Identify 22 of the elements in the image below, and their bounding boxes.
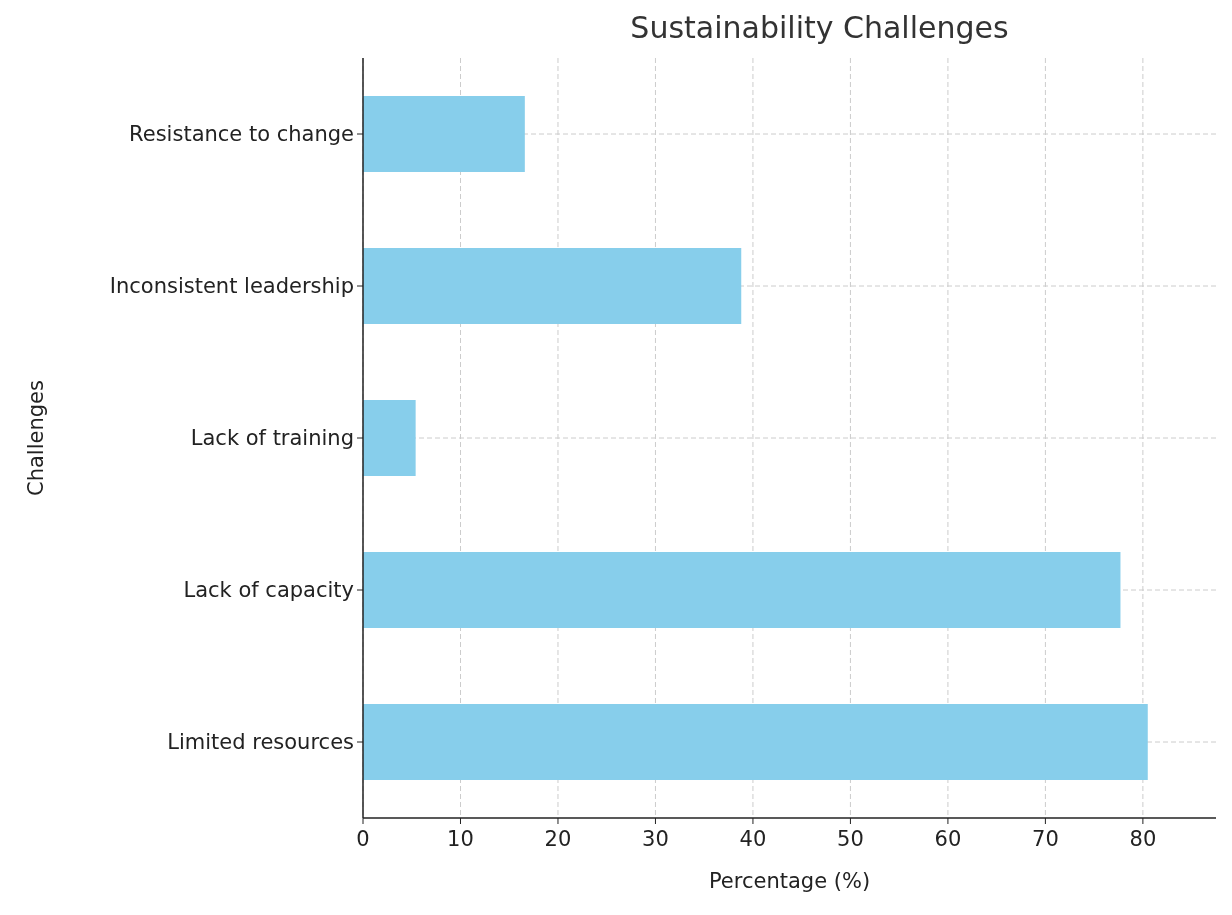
- bar: [363, 400, 416, 476]
- y-tick-label: Lack of training: [190, 426, 354, 451]
- x-tick-label: 10: [447, 827, 474, 851]
- x-tick-label: 30: [642, 827, 669, 851]
- x-axis-title: Percentage (%): [708, 869, 871, 893]
- x-tick-label: 50: [837, 827, 864, 851]
- y-tick-label: Resistance to change: [129, 122, 354, 147]
- y-tick-label: Inconsistent leadership: [109, 274, 354, 299]
- x-tick-label: 20: [544, 827, 572, 851]
- x-tick-label: 80: [1129, 827, 1157, 851]
- bar: [363, 96, 525, 172]
- y-axis-title: Challenges: [24, 380, 48, 496]
- bar: [363, 552, 1121, 628]
- x-tick-label: 70: [1032, 827, 1059, 851]
- x-tick-label: 40: [739, 827, 767, 851]
- bar: [363, 704, 1148, 780]
- y-tick-label: Lack of capacity: [183, 578, 354, 603]
- x-tick-label: 60: [934, 827, 962, 851]
- x-tick-label: 0: [356, 827, 370, 851]
- bar: [363, 248, 742, 324]
- y-tick-label: Limited resources: [167, 730, 354, 755]
- chart-title: Sustainability Challenges: [630, 10, 1009, 45]
